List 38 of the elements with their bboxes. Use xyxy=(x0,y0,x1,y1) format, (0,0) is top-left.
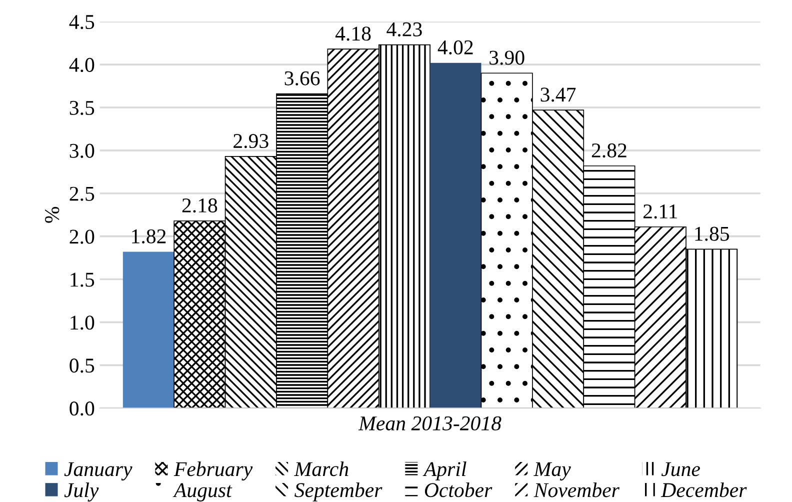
legend-label: January xyxy=(64,462,132,480)
data-label: 4.02 xyxy=(438,40,473,55)
data-label: 2.11 xyxy=(643,204,678,219)
legend-label: July xyxy=(64,482,99,502)
legend-label: April xyxy=(422,462,466,480)
y-tick-label: 1.0 xyxy=(70,316,94,330)
data-label: 2.82 xyxy=(592,143,626,158)
legend-label: August xyxy=(172,483,232,502)
data-label: 1.82 xyxy=(132,229,166,244)
y-tick-label: 3.0 xyxy=(70,144,94,158)
legend-label: October xyxy=(424,482,492,498)
data-label: 1.85 xyxy=(695,226,730,241)
y-tick-label: 3.5 xyxy=(70,100,94,116)
legend-label: February xyxy=(174,462,253,480)
legend-label: March xyxy=(294,462,348,476)
legend-label: September xyxy=(294,482,382,502)
bar xyxy=(430,62,482,408)
data-label: 3.90 xyxy=(490,50,524,65)
bar xyxy=(122,252,174,408)
x-axis-title: Mean 2013-2018 xyxy=(358,416,502,430)
legend-label: June xyxy=(661,462,700,476)
data-label: 2.93 xyxy=(234,134,268,148)
legend-label: November xyxy=(534,482,620,498)
data-label: 2.18 xyxy=(182,198,218,213)
data-label: 4.23 xyxy=(386,22,422,36)
data-label: 4.18 xyxy=(335,26,371,41)
data-label: 3.66 xyxy=(284,71,320,86)
legend-label: May xyxy=(534,462,571,480)
y-tick-label: 2.5 xyxy=(70,186,94,201)
y-axis-title: % xyxy=(45,206,60,223)
y-tick-label: 2.0 xyxy=(70,230,94,244)
data-label: 3.47 xyxy=(540,88,576,102)
y-tick-label: 1.5 xyxy=(70,272,94,287)
y-tick-label: 4.5 xyxy=(69,15,94,30)
y-tick-label: 0.0 xyxy=(70,402,94,416)
y-tick-label: 4.0 xyxy=(69,58,94,72)
y-tick-label: 0.5 xyxy=(70,358,94,373)
legend-label: December xyxy=(660,482,747,498)
